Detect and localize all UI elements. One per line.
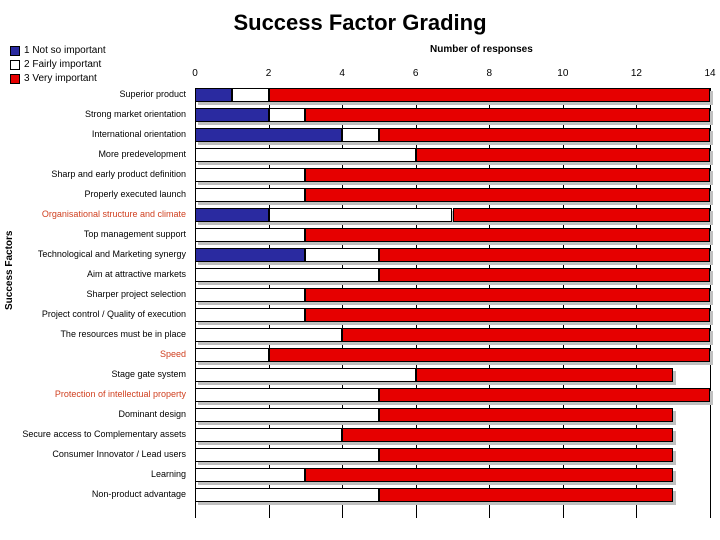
bar-segment <box>416 148 710 162</box>
x-axis-title: Number of responses <box>430 44 533 55</box>
bar-segment <box>342 428 673 442</box>
x-tick-label: 0 <box>192 68 198 79</box>
bar-segment <box>195 388 379 402</box>
bar-segment <box>379 488 673 502</box>
chart-title: Success Factor Grading <box>0 0 720 44</box>
legend-label: 1 Not so important <box>24 44 106 58</box>
x-tick-label: 4 <box>339 68 345 79</box>
legend-label: 2 Fairly important <box>24 58 101 72</box>
bar-segment <box>453 208 711 222</box>
plot-area: 02468101214 <box>195 88 710 518</box>
bar-segment <box>195 168 305 182</box>
bar-segment <box>269 208 453 222</box>
bar-segment <box>195 328 342 342</box>
bar-segment <box>379 268 710 282</box>
bar-segment <box>195 468 305 482</box>
bar-segment <box>195 348 269 362</box>
category-label: Project control / Quality of execution <box>0 309 186 319</box>
bar-segment <box>416 368 674 382</box>
category-label: Strong market orientation <box>0 109 186 119</box>
bar-segment <box>269 348 710 362</box>
bar-segment <box>195 288 305 302</box>
x-tick-label: 8 <box>487 68 493 79</box>
bar-segment <box>269 108 306 122</box>
bar-segment <box>305 468 673 482</box>
bar-segment <box>305 168 710 182</box>
bar-segment <box>195 268 379 282</box>
category-label: Speed <box>0 349 186 359</box>
legend-item: 3 Very important <box>10 72 106 86</box>
bar-segment <box>195 128 342 142</box>
x-tick-label: 14 <box>704 68 715 79</box>
legend-swatch <box>10 46 20 56</box>
category-label: Top management support <box>0 229 186 239</box>
legend-label: 3 Very important <box>24 72 97 86</box>
category-label: Protection of intellectual property <box>0 389 186 399</box>
bar-segment <box>195 308 305 322</box>
category-label: Aim at attractive markets <box>0 269 186 279</box>
category-label: Secure access to Complementary assets <box>0 429 186 439</box>
bar-segment <box>305 228 710 242</box>
bar-segment <box>305 308 710 322</box>
category-label: Non-product advantage <box>0 489 186 499</box>
category-label: Stage gate system <box>0 369 186 379</box>
bar-segment <box>195 188 305 202</box>
category-label: Properly executed launch <box>0 189 186 199</box>
bar-segment <box>379 448 673 462</box>
category-label: Organisational structure and climate <box>0 209 186 219</box>
x-tick-label: 12 <box>631 68 642 79</box>
bar-segment <box>342 328 710 342</box>
category-label: Consumer Innovator / Lead users <box>0 449 186 459</box>
bar-segment <box>379 408 673 422</box>
legend-swatch <box>10 60 20 70</box>
x-tick-label: 10 <box>557 68 568 79</box>
category-labels: Superior product Strong market orientatio… <box>0 88 190 518</box>
bar-segment <box>195 448 379 462</box>
category-label: Sharper project selection <box>0 289 186 299</box>
bar-segment <box>195 408 379 422</box>
bar-segment <box>195 148 416 162</box>
legend: 1 Not so important2 Fairly important3 Ve… <box>10 44 106 86</box>
bar-segment <box>195 88 232 102</box>
category-label: Superior product <box>0 89 186 99</box>
x-tick-label: 6 <box>413 68 419 79</box>
bar-segment <box>342 128 379 142</box>
category-label: The resources must be in place <box>0 329 186 339</box>
category-label: Technological and Marketing synergy <box>0 249 186 259</box>
bar-segment <box>305 248 379 262</box>
category-label: Dominant design <box>0 409 186 419</box>
category-label: Learning <box>0 469 186 479</box>
bar-segment <box>305 188 710 202</box>
legend-item: 2 Fairly important <box>10 58 106 72</box>
bar-segment <box>195 428 342 442</box>
category-label: International orientation <box>0 129 186 139</box>
bar-segment <box>305 288 710 302</box>
bar-segment <box>195 208 269 222</box>
x-tick-label: 2 <box>266 68 272 79</box>
legend-item: 1 Not so important <box>10 44 106 58</box>
legend-swatch <box>10 74 20 84</box>
bar-segment <box>305 108 710 122</box>
category-label: More predevelopment <box>0 149 186 159</box>
category-label: Sharp and early product definition <box>0 169 186 179</box>
bar-segment <box>195 488 379 502</box>
bar-segment <box>195 248 305 262</box>
bar-segment <box>269 88 710 102</box>
bar-segment <box>195 368 416 382</box>
bar-segment <box>195 228 305 242</box>
bar-segment <box>379 128 710 142</box>
bar-segment <box>379 388 710 402</box>
bar-segment <box>379 248 710 262</box>
bar-segment <box>232 88 269 102</box>
bar-segment <box>195 108 269 122</box>
